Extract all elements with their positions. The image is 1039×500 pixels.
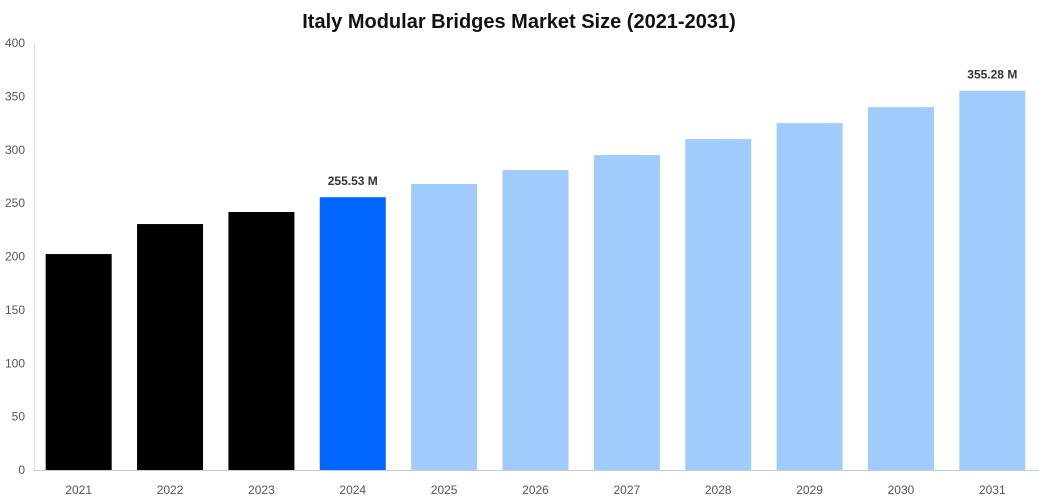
bar-2023	[228, 211, 295, 471]
y-tick-label: 350	[5, 89, 25, 103]
x-tick-label: 2027	[614, 483, 641, 497]
y-tick-label: 50	[12, 410, 26, 424]
y-tick-label: 250	[5, 196, 25, 210]
x-tick-label: 2022	[157, 483, 184, 497]
y-tick-label: 0	[18, 463, 25, 477]
y-tick-label: 150	[5, 303, 25, 317]
bar-2022	[137, 224, 204, 470]
chart-title: Italy Modular Bridges Market Size (2021-…	[302, 11, 736, 33]
bar-2029	[776, 123, 843, 470]
bar-2024	[319, 197, 386, 470]
x-tick-label: 2030	[888, 483, 915, 497]
y-tick-label: 100	[5, 356, 25, 370]
x-tick-label: 2024	[339, 483, 366, 497]
x-tick-label: 2021	[65, 483, 92, 497]
y-tick-label: 300	[5, 143, 25, 157]
x-tick-label: 2023	[248, 483, 275, 497]
x-tick-label: 2025	[431, 483, 458, 497]
y-tick-label: 400	[5, 36, 25, 50]
bar-2027	[593, 155, 660, 470]
x-tick-label: 2029	[796, 483, 823, 497]
x-tick-label: 2031	[979, 483, 1006, 497]
x-tick-label: 2026	[522, 483, 549, 497]
data-label: 255.53 M	[328, 174, 378, 188]
x-tick-label: 2028	[705, 483, 732, 497]
y-tick-label: 200	[5, 250, 25, 264]
bar-2025	[411, 184, 478, 470]
data-label: 355.28 M	[967, 68, 1017, 82]
bar-2026	[502, 170, 569, 470]
bar-2030	[867, 107, 934, 471]
bar-2031	[959, 90, 1026, 471]
bar-2021	[45, 254, 112, 470]
bar-2028	[685, 139, 752, 470]
